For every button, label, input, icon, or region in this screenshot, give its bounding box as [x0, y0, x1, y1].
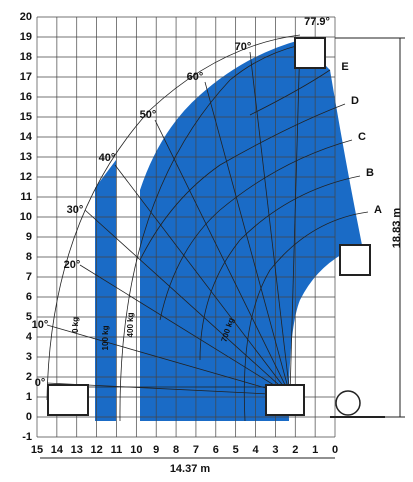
radial-line [154, 119, 291, 396]
extension-label: A [374, 204, 382, 216]
angle-label: 60° [187, 71, 204, 83]
angle-label: 30° [67, 204, 84, 216]
x-tick-label: 12 [90, 444, 102, 456]
wheel [335, 390, 361, 416]
y-tick-label: 5 [26, 311, 32, 323]
x-tick-label: 6 [213, 444, 219, 456]
x-tick-label: 3 [272, 444, 278, 456]
y-tick-label: 17 [20, 71, 32, 83]
y-tick-label: 11 [20, 191, 32, 203]
y-tick-label: 7 [26, 271, 32, 283]
angle-label: 40° [99, 152, 116, 164]
angle-label: 77.9° [304, 16, 330, 28]
y-tick-label: 8 [26, 251, 32, 263]
machine [265, 384, 305, 416]
machines [47, 37, 385, 418]
radial-line [289, 39, 301, 396]
y-tick-label: 6 [26, 291, 32, 303]
load-label: 400 kg [126, 312, 135, 337]
x-tick-label: 15 [31, 444, 43, 456]
arc [249, 69, 331, 116]
angle-label: 0° [35, 377, 46, 389]
radial-line [204, 81, 291, 396]
y-tick-label: 1 [26, 391, 32, 403]
y-tick-label: 0 [26, 411, 32, 423]
dimensions [40, 37, 405, 459]
y-tick-label: 10 [20, 211, 32, 223]
arc [139, 103, 346, 261]
x-tick-label: 1 [312, 444, 318, 456]
zone-100kg [95, 160, 116, 421]
radial-line [79, 264, 291, 396]
radial-line [46, 324, 291, 396]
zone-700kg [140, 40, 362, 421]
radial-line [114, 164, 291, 396]
load-label: 100 kg [101, 325, 110, 350]
x-tick-label: 11 [111, 444, 123, 456]
x-tick-label: 0 [332, 444, 338, 456]
angle-label: 10° [32, 319, 49, 331]
machine [339, 244, 371, 276]
extension-label: E [341, 61, 348, 73]
angle-label: 70° [235, 41, 252, 53]
load-label: 0 kg [71, 317, 80, 333]
radial-line [84, 209, 291, 396]
y-tick-label: 18 [20, 51, 32, 63]
y-tick-label: -1 [22, 431, 32, 443]
arc [159, 139, 353, 321]
x-tick-label: 9 [153, 444, 159, 456]
x-tick-label: 5 [233, 444, 239, 456]
arc [199, 175, 361, 361]
extension-label: D [351, 95, 359, 107]
x-tick-label: 2 [292, 444, 298, 456]
x-tick-label: 8 [173, 444, 179, 456]
grid [36, 16, 336, 438]
y-tick-label: 13 [20, 151, 32, 163]
x-tick-label: 10 [130, 444, 142, 456]
arc [119, 44, 301, 422]
outer-arc [46, 34, 301, 401]
machine [294, 37, 326, 69]
extension-label: C [358, 131, 366, 143]
extension-label: B [366, 167, 374, 179]
y-tick-label: 20 [20, 11, 32, 23]
y-tick-label: 9 [26, 231, 32, 243]
y-tick-label: 2 [26, 371, 32, 383]
y-tick-label: 19 [20, 31, 32, 43]
x-tick-label: 13 [71, 444, 83, 456]
arc [243, 211, 369, 422]
y-tick-label: 15 [20, 111, 32, 123]
machine [47, 384, 89, 416]
width-label: 14.37 m [170, 463, 211, 475]
y-tick-label: 4 [26, 331, 33, 343]
radial-line [249, 51, 291, 396]
height-label: 18.83 m [391, 208, 403, 249]
angle-label: 20° [64, 259, 81, 271]
y-tick-label: 14 [20, 131, 33, 143]
y-tick-label: 16 [20, 91, 32, 103]
y-tick-label: 3 [26, 351, 32, 363]
x-tick-label: 14 [51, 444, 64, 456]
angle-label: 50° [140, 109, 157, 121]
x-tick-label: 7 [193, 444, 199, 456]
y-tick-label: 12 [20, 171, 32, 183]
arcs [46, 34, 369, 422]
x-tick-label: 4 [252, 444, 259, 456]
load-zones [47, 35, 362, 421]
